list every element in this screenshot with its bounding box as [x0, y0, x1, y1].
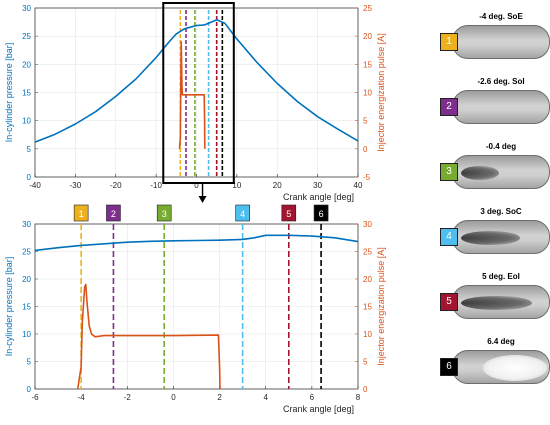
frame-number-badge: 6: [440, 358, 458, 376]
panel2-series-pressure: [34, 234, 359, 252]
panel2-xlabel: Crank angle [deg]: [283, 404, 354, 414]
event-badge: [73, 204, 89, 222]
panel1-ytick-right-label: -5: [363, 173, 371, 182]
event-badge-label: 4: [240, 209, 245, 219]
spray-frame-image: [452, 90, 550, 124]
frame-number-badge: 3: [440, 163, 458, 181]
panel1-ylabel-left: In-cylinder pressure [bar]: [4, 43, 14, 143]
frame-number-badge: 1: [440, 33, 458, 51]
panel2-ytick-left-label: 15: [22, 303, 31, 312]
panel2-xtick-label: 6: [310, 393, 315, 402]
panel2-ytick-left-label: 10: [22, 330, 31, 339]
spray-plume: [483, 355, 547, 381]
panel2-xtick-label: 8: [356, 393, 361, 402]
panel1-ytick-right-label: 5: [363, 117, 368, 126]
panel1-xtick-label: 10: [232, 181, 241, 190]
frame-title: 6.4 deg: [487, 337, 515, 346]
panel2-xtick-label: -2: [124, 393, 132, 402]
panel2-ytick-left-label: 30: [22, 220, 31, 229]
panel1-ytick-left-label: 15: [22, 89, 31, 98]
panel2-series-pulse: [76, 283, 221, 390]
event-badge: [106, 204, 121, 222]
panel1-xtick-label: 40: [354, 181, 363, 190]
panel2-ytick-left-label: 5: [27, 358, 32, 367]
panel2-ytick-left-label: 0: [27, 385, 32, 394]
spray-plume: [461, 296, 532, 310]
event-badge-label: 2: [111, 209, 116, 219]
panel1-xtick-label: 30: [313, 181, 322, 190]
panel2-ytick-right-label: 10: [363, 330, 372, 339]
spray-plume: [461, 231, 520, 245]
panel1-xtick-label: -20: [110, 181, 122, 190]
panel1-ytick-right-label: 25: [363, 4, 372, 13]
panel2-xtick-label: 2: [217, 393, 222, 402]
event-badge-label: 6: [319, 209, 324, 219]
panel1-xtick-label: -10: [150, 181, 162, 190]
frame-title: 5 deg. EoI: [482, 272, 520, 281]
frame-title: -4 deg. SoE: [479, 12, 523, 21]
spray-frame-image: [452, 285, 550, 319]
spray-frame-image: [452, 155, 550, 189]
event-badge-label: 5: [286, 209, 291, 219]
zoom-window-box: [162, 2, 235, 184]
panel1-ytick-right-label: 15: [363, 60, 372, 69]
event-badge: [235, 204, 250, 222]
panel2-ytick-right-label: 30: [363, 220, 372, 229]
frame-title: -2.6 deg. SoI: [477, 77, 525, 86]
event-badge-label: 3: [162, 209, 167, 219]
panel1-xtick-label: 20: [273, 181, 282, 190]
frame-number-badge: 2: [440, 98, 458, 116]
event-badge: [156, 204, 172, 222]
panel1-ytick-left-label: 10: [22, 117, 31, 126]
panel1-ytick-left-label: 0: [27, 173, 32, 182]
event-badge-label: 1: [79, 209, 84, 219]
frame-title: -0.4 deg: [485, 142, 517, 151]
event-badge: [313, 204, 329, 222]
panel2-ytick-right-label: 5: [363, 358, 368, 367]
spray-frame-image: [452, 350, 550, 384]
panel1-ytick-left-label: 25: [22, 32, 31, 41]
frame-number-badge: 4: [440, 228, 458, 246]
spray-frame-image: [452, 25, 550, 59]
panel2-xtick-label: 0: [171, 393, 176, 402]
panel2-xtick-label: -6: [31, 393, 39, 402]
panel1-ytick-left-label: 5: [27, 145, 32, 154]
panel2-ylabel-right: Injector energization pulse [A]: [376, 247, 386, 366]
panel1-xtick-label: -30: [70, 181, 82, 190]
frame-number-badge: 5: [440, 293, 458, 311]
panel1-xlabel: Crank angle [deg]: [283, 192, 354, 202]
panel1-xtick-label: -40: [29, 181, 41, 190]
panel1-ylabel-right: Injector energization pulse [A]: [376, 33, 386, 152]
panel1-series-pulse: [178, 40, 206, 149]
panel2-xtick-label: 4: [263, 393, 268, 402]
panel2-ytick-right-label: 15: [363, 303, 372, 312]
spray-frame-image: [452, 220, 550, 254]
panel1-series-pressure: [34, 18, 359, 143]
panel2-ytick-right-label: 0: [363, 385, 368, 394]
panel2-xtick-label: -4: [78, 393, 86, 402]
panel2-ylabel-left: In-cylinder pressure [bar]: [4, 257, 14, 357]
panel2-ytick-right-label: 25: [363, 248, 372, 257]
panel1-xtick-label: 0: [194, 181, 199, 190]
panel1-ytick-left-label: 20: [22, 60, 31, 69]
panel1-ytick-right-label: 0: [363, 145, 368, 154]
spray-plume: [461, 166, 499, 180]
panel1-ytick-right-label: 10: [363, 89, 372, 98]
panel2-ytick-right-label: 20: [363, 275, 372, 284]
frame-title: 3 deg. SoC: [480, 207, 522, 216]
event-badge: [281, 204, 297, 222]
panel1-ytick-left-label: 30: [22, 4, 31, 13]
panel1-ytick-right-label: 20: [363, 32, 372, 41]
zoom-arrow-head: [198, 196, 207, 203]
panel2-ytick-left-label: 25: [22, 248, 31, 257]
panel2-ytick-left-label: 20: [22, 275, 31, 284]
